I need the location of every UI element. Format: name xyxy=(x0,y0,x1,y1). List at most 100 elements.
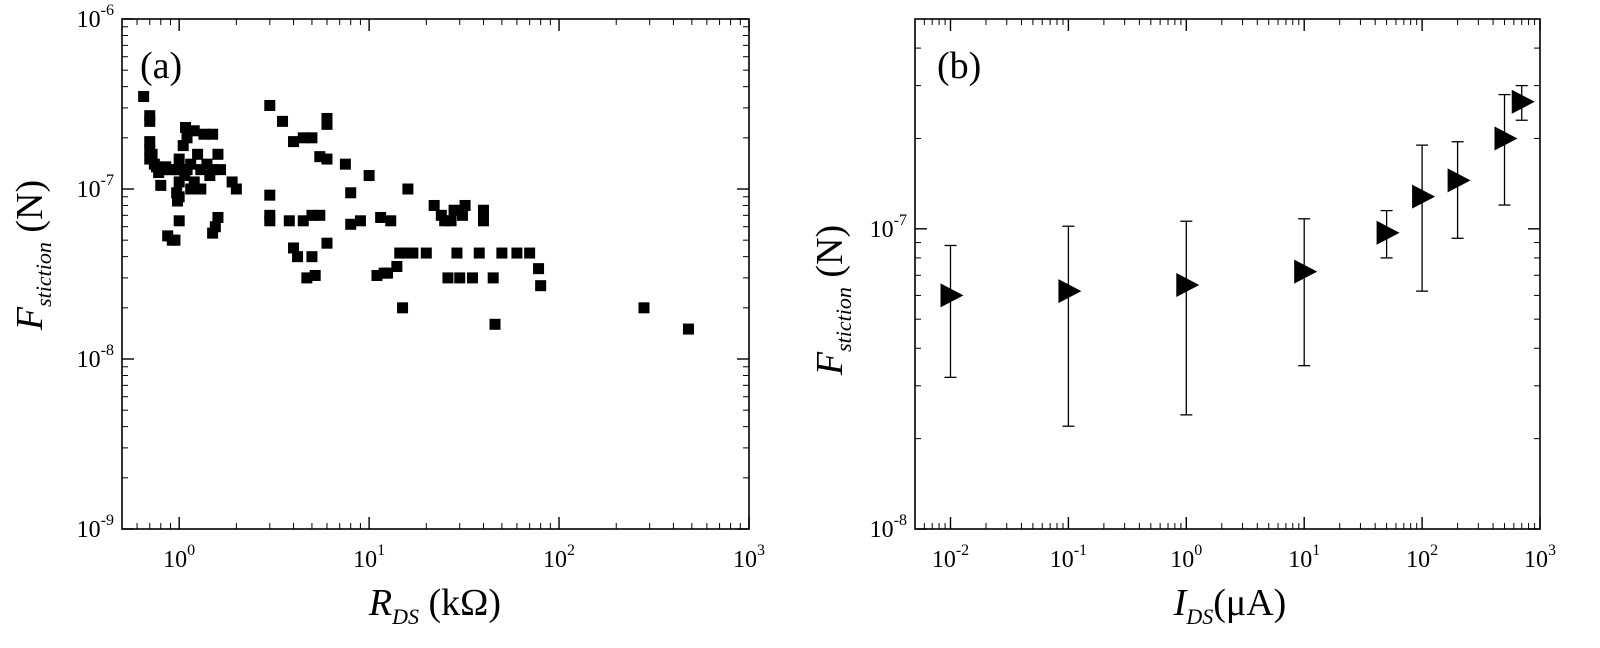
panel-a-x-tick-label: 101 xyxy=(353,542,385,573)
data-point xyxy=(442,272,454,284)
data-point xyxy=(1511,89,1535,114)
data-point xyxy=(173,215,185,227)
data-point xyxy=(1058,279,1082,304)
data-point xyxy=(407,247,419,259)
data-point xyxy=(207,227,219,239)
panel-a-x-ticks: 100 101 102 103 xyxy=(136,19,765,573)
data-point xyxy=(185,158,197,170)
data-point xyxy=(306,132,318,144)
panel-b-y-tick-label: 10-8 xyxy=(870,512,907,543)
data-point xyxy=(533,263,545,275)
data-point xyxy=(195,183,207,195)
panel-a-x-tick-label: 103 xyxy=(733,542,765,573)
data-point xyxy=(1176,272,1200,297)
panel-a-y-axis-label: Fstiction (N) xyxy=(9,180,56,331)
data-point xyxy=(314,209,326,221)
data-point xyxy=(144,136,156,148)
data-point xyxy=(345,187,357,199)
data-point xyxy=(321,237,333,249)
data-point xyxy=(264,189,276,201)
panel-b-y-tick-label: 10-7 xyxy=(870,212,907,243)
panel-a-y-ticks: 10-9 10-8 10-7 10-6 xyxy=(77,2,749,543)
data-point xyxy=(297,132,309,144)
data-point xyxy=(283,215,295,227)
data-point xyxy=(226,176,238,188)
data-point xyxy=(940,283,964,308)
panel-b-y-label-sub: stiction xyxy=(831,287,856,352)
panel-b-y-label-main: F xyxy=(809,351,851,376)
data-point xyxy=(173,164,185,176)
data-point xyxy=(321,118,333,130)
data-point xyxy=(385,215,397,227)
data-point xyxy=(489,318,501,330)
panel-a-x-label-main: R xyxy=(368,582,392,624)
panel-b-x-label-sub: DS xyxy=(1185,604,1213,629)
data-point xyxy=(214,164,226,176)
data-point xyxy=(209,221,221,233)
panel-b-x-tick-label: 10-1 xyxy=(1050,542,1087,573)
data-point xyxy=(301,272,313,284)
panel-b-x-label-unit: (μA) xyxy=(1213,582,1286,624)
data-point xyxy=(496,247,508,259)
data-point xyxy=(169,234,181,246)
data-point xyxy=(1376,220,1400,245)
data-point xyxy=(456,209,468,221)
data-point xyxy=(177,140,189,152)
panel-b-plot-frame xyxy=(914,18,1541,530)
data-point xyxy=(394,247,406,259)
data-point xyxy=(198,128,210,140)
data-point xyxy=(173,153,185,165)
panel-b-y-ticks: 10-8 10-7 xyxy=(870,47,1540,543)
panel-a: (a) 100 101 102 103 10-9 10-8 10-7 10-6 RDS (k… xyxy=(9,2,765,629)
data-point xyxy=(306,209,318,221)
panel-a-plot-frame xyxy=(121,18,750,530)
data-point xyxy=(173,176,185,188)
panel-a-x-label-sub: DS xyxy=(391,604,419,629)
panel-b-x-label-main: I xyxy=(1173,582,1189,624)
panel-a-y-tick-label: 10-8 xyxy=(77,342,114,373)
panel-a-x-axis-label: RDS (kΩ) xyxy=(368,582,501,629)
data-point xyxy=(445,215,457,227)
data-point xyxy=(144,110,156,122)
data-point xyxy=(212,211,224,223)
data-point xyxy=(477,215,489,227)
data-point xyxy=(1412,184,1436,209)
panel-a-x-label-unit: (kΩ) xyxy=(419,582,501,624)
data-point xyxy=(180,122,192,134)
data-point xyxy=(420,247,432,259)
panel-a-x-tick-label: 102 xyxy=(543,542,575,573)
data-point xyxy=(354,215,366,227)
panel-b-x-ticks: 10-2 10-1 100 101 102 103 xyxy=(923,19,1556,573)
panel-b-x-tick-label: 102 xyxy=(1406,542,1438,573)
panel-a-y-tick-label: 10-9 xyxy=(77,512,114,543)
data-point xyxy=(297,215,309,227)
data-point xyxy=(173,191,185,203)
data-point xyxy=(339,158,351,170)
data-point xyxy=(487,272,499,284)
data-point xyxy=(288,136,300,148)
data-point xyxy=(155,179,167,191)
data-point xyxy=(371,269,383,281)
data-point xyxy=(321,112,333,124)
data-point xyxy=(454,272,466,284)
data-point xyxy=(321,153,333,165)
data-point xyxy=(524,247,536,259)
data-point xyxy=(439,215,451,227)
data-point xyxy=(402,183,414,195)
data-point xyxy=(201,158,213,170)
panel-b-x-tick-label: 103 xyxy=(1524,542,1556,573)
panel-a-y-tick-label: 10-6 xyxy=(77,2,114,33)
data-point xyxy=(204,170,216,182)
data-point xyxy=(448,204,460,216)
data-point xyxy=(428,199,440,211)
data-point xyxy=(188,176,200,188)
data-point xyxy=(345,218,357,230)
data-point xyxy=(535,280,547,292)
data-point xyxy=(192,148,204,160)
panel-b-label: (b) xyxy=(937,45,981,87)
panel-b-x-axis-label: IDS(μA) xyxy=(1173,582,1287,629)
data-point xyxy=(207,164,219,176)
data-point xyxy=(151,161,163,173)
data-point xyxy=(363,170,375,182)
